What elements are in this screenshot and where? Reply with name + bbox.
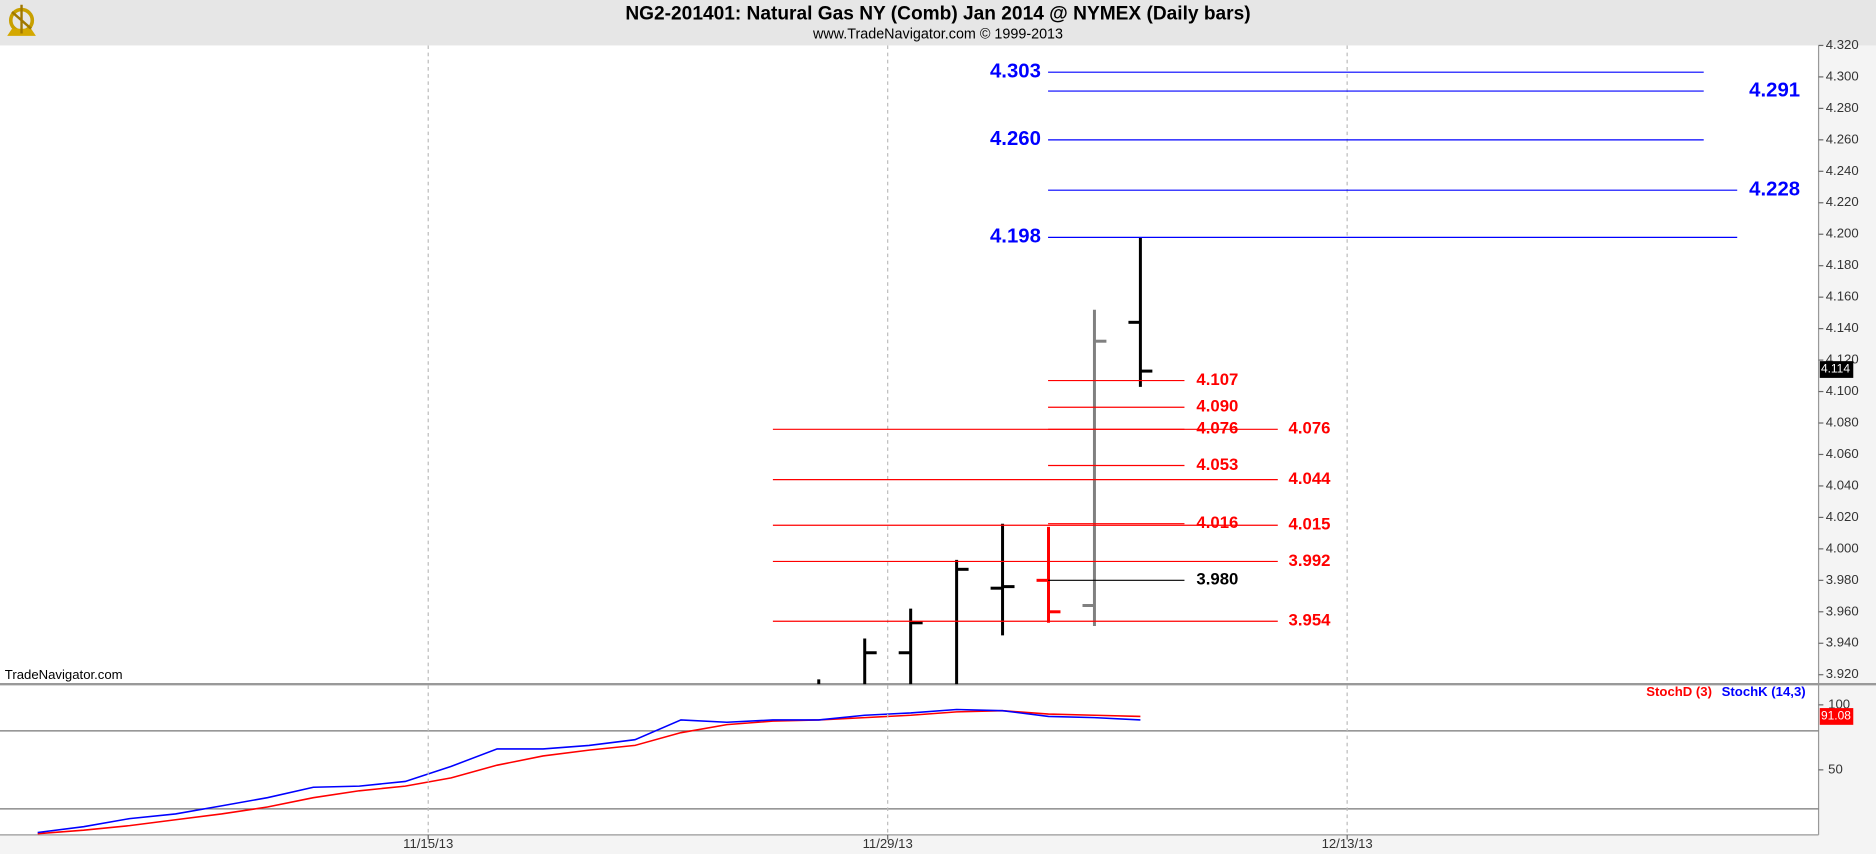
y-tick-label: 3.960 bbox=[1826, 603, 1859, 618]
y-tick-label: 4.300 bbox=[1826, 68, 1859, 83]
y-tick-label: 4.240 bbox=[1826, 163, 1859, 178]
y-tick-label: 4.320 bbox=[1826, 37, 1859, 52]
watermark: TradeNavigator.com bbox=[5, 667, 123, 682]
level-label: 4.303 bbox=[990, 61, 1041, 83]
y-tick-label: 4.160 bbox=[1826, 289, 1859, 304]
legend-entry: StochD (3) bbox=[1646, 684, 1712, 699]
logo bbox=[7, 4, 36, 36]
price-plot bbox=[817, 237, 1153, 685]
level-label: 4.044 bbox=[1289, 469, 1332, 488]
y-tick-label: 4.100 bbox=[1826, 383, 1859, 398]
level-label: 3.954 bbox=[1289, 611, 1332, 630]
y-tick-label: 4.040 bbox=[1826, 477, 1859, 492]
chart-title: NG2-201401: Natural Gas NY (Comb) Jan 20… bbox=[625, 3, 1250, 24]
level-label: 3.992 bbox=[1289, 551, 1331, 570]
level-label: 4.198 bbox=[990, 226, 1041, 248]
y-tick-label: 4.140 bbox=[1826, 320, 1859, 335]
y-tick-label: 4.200 bbox=[1826, 226, 1859, 241]
level-label: 4.260 bbox=[990, 128, 1041, 150]
y-tick-label: 4.080 bbox=[1826, 414, 1859, 429]
level-label: 4.076 bbox=[1196, 419, 1238, 438]
y-tick-label: 4.000 bbox=[1826, 540, 1859, 555]
level-label: 4.076 bbox=[1289, 419, 1331, 438]
last-price-box bbox=[1819, 361, 1854, 378]
level-label: 4.291 bbox=[1749, 79, 1800, 101]
y-tick-label: 50 bbox=[1828, 761, 1843, 776]
last-value-box bbox=[1819, 708, 1854, 725]
level-label: 4.053 bbox=[1196, 455, 1238, 474]
y-tick-label: 3.940 bbox=[1826, 635, 1859, 650]
stoch-line bbox=[37, 709, 1141, 835]
level-label: 4.016 bbox=[1196, 513, 1238, 532]
y-tick-label: 4.180 bbox=[1826, 257, 1859, 272]
last-price-label: 4.114 bbox=[1821, 362, 1850, 376]
level-label: 4.107 bbox=[1196, 370, 1238, 389]
level-label: 4.015 bbox=[1289, 515, 1331, 534]
level-label: 4.090 bbox=[1196, 397, 1238, 416]
y-tick-label: 100 bbox=[1828, 696, 1850, 711]
level-label: 4.228 bbox=[1749, 179, 1800, 201]
level-label: 3.980 bbox=[1196, 570, 1238, 589]
y-tick-label: 4.060 bbox=[1826, 446, 1859, 461]
x-tick-label: 12/13/13 bbox=[1322, 836, 1373, 851]
y-tick-label: 4.260 bbox=[1826, 131, 1859, 146]
stoch-plot bbox=[0, 708, 1819, 835]
y-tick-label: 4.220 bbox=[1826, 194, 1859, 209]
last-value-label: 91.08 bbox=[1821, 709, 1851, 723]
header-band bbox=[0, 0, 1876, 46]
y-tick-label: 4.280 bbox=[1826, 100, 1859, 115]
y-tick-label: 4.020 bbox=[1826, 509, 1859, 524]
x-tick-label: 11/29/13 bbox=[863, 836, 913, 851]
chart-subtitle: www.TradeNavigator.com © 1999-2013 bbox=[812, 26, 1063, 42]
legend-entry: StochK (14,3) bbox=[1722, 684, 1806, 699]
stoch-line bbox=[37, 708, 1141, 834]
y-tick-label: 3.920 bbox=[1826, 666, 1859, 681]
x-tick-label: 11/15/13 bbox=[403, 836, 453, 851]
date-band bbox=[0, 834, 1819, 854]
y-tick-label: 3.980 bbox=[1826, 572, 1859, 587]
